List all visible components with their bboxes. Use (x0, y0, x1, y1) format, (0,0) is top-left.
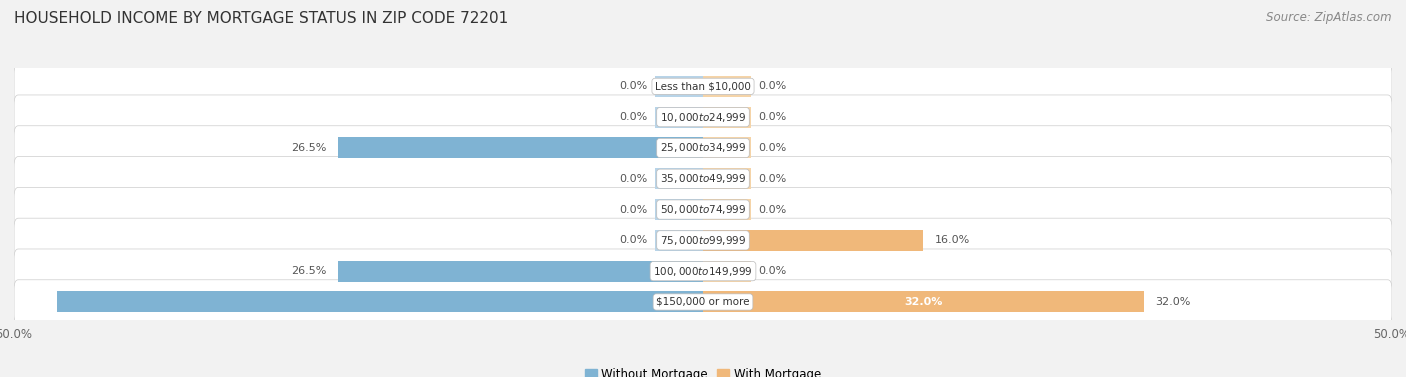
Text: $75,000 to $99,999: $75,000 to $99,999 (659, 234, 747, 247)
Text: Less than $10,000: Less than $10,000 (655, 81, 751, 91)
Bar (655, 107, 703, 128)
Text: 32.0%: 32.0% (1154, 297, 1191, 307)
FancyBboxPatch shape (14, 95, 1392, 139)
Bar (56, 291, 703, 313)
FancyBboxPatch shape (14, 249, 1392, 293)
Bar (655, 199, 703, 220)
FancyBboxPatch shape (14, 218, 1392, 262)
Text: 0.0%: 0.0% (758, 205, 786, 215)
Bar (703, 261, 751, 282)
Text: 26.5%: 26.5% (291, 143, 326, 153)
Text: 0.0%: 0.0% (620, 81, 648, 91)
FancyBboxPatch shape (14, 280, 1392, 324)
Text: 32.0%: 32.0% (904, 297, 942, 307)
FancyBboxPatch shape (14, 64, 1392, 109)
Text: $25,000 to $34,999: $25,000 to $34,999 (659, 141, 747, 155)
Bar (703, 138, 751, 158)
Bar (703, 291, 1144, 313)
Text: 0.0%: 0.0% (758, 143, 786, 153)
Bar (703, 230, 924, 251)
Bar (655, 230, 703, 251)
Text: 0.0%: 0.0% (620, 174, 648, 184)
Text: 0.0%: 0.0% (758, 112, 786, 122)
Bar (655, 168, 703, 189)
Text: 0.0%: 0.0% (758, 266, 786, 276)
Bar (703, 199, 751, 220)
Text: HOUSEHOLD INCOME BY MORTGAGE STATUS IN ZIP CODE 72201: HOUSEHOLD INCOME BY MORTGAGE STATUS IN Z… (14, 11, 509, 26)
Text: $100,000 to $149,999: $100,000 to $149,999 (654, 265, 752, 278)
Text: Source: ZipAtlas.com: Source: ZipAtlas.com (1267, 11, 1392, 24)
Text: 0.0%: 0.0% (620, 112, 648, 122)
FancyBboxPatch shape (14, 156, 1392, 201)
Bar (337, 261, 703, 282)
Bar (337, 138, 703, 158)
Bar (655, 76, 703, 97)
Text: $10,000 to $24,999: $10,000 to $24,999 (659, 110, 747, 124)
Bar (703, 168, 751, 189)
Legend: Without Mortgage, With Mortgage: Without Mortgage, With Mortgage (581, 363, 825, 377)
Text: $50,000 to $74,999: $50,000 to $74,999 (659, 203, 747, 216)
Text: 0.0%: 0.0% (620, 205, 648, 215)
Text: 0.0%: 0.0% (620, 235, 648, 245)
Text: 26.5%: 26.5% (291, 266, 326, 276)
Text: 16.0%: 16.0% (935, 235, 970, 245)
Text: 0.0%: 0.0% (758, 174, 786, 184)
Text: 0.0%: 0.0% (758, 81, 786, 91)
FancyBboxPatch shape (14, 126, 1392, 170)
Text: $150,000 or more: $150,000 or more (657, 297, 749, 307)
Bar (703, 76, 751, 97)
FancyBboxPatch shape (14, 187, 1392, 232)
Text: $35,000 to $49,999: $35,000 to $49,999 (659, 172, 747, 185)
Bar (703, 107, 751, 128)
